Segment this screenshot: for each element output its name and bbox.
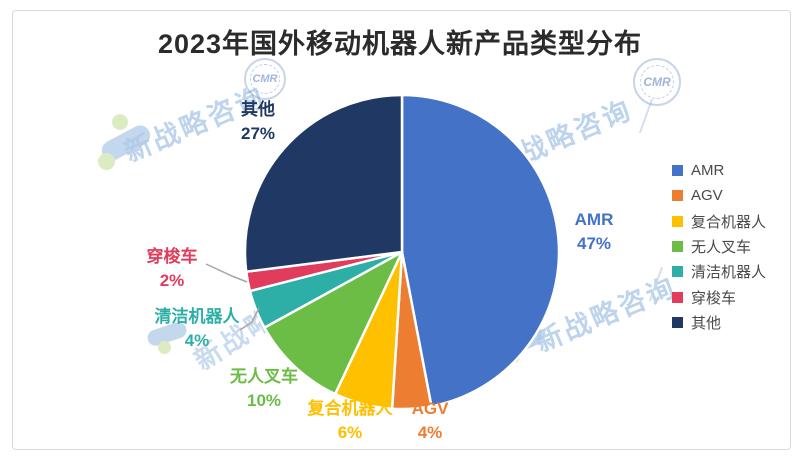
slice-label-value: 47% [576,234,612,253]
slice-label-amr: AMR 47% [556,208,632,256]
pie-slice-3 [263,250,404,396]
watermark-blob [158,341,171,354]
legend-label: 其他 [691,314,722,332]
slice-label-text: 清洁机器人 [154,307,240,326]
slice-label-value: 6% [337,423,363,442]
legend-swatch [672,165,683,177]
legend-label: 清洁机器人 [691,264,767,282]
pie-slices [243,93,561,411]
legend-item-agv: AGV [672,183,766,208]
slice-label-text: 无人叉车 [230,367,298,386]
pie-slice-6 [243,93,404,273]
legend-swatch [672,316,683,328]
slice-label-forklift: 无人叉车 10% [216,365,312,413]
stamp-text: CMR [643,74,671,89]
chart-title: 2023年国外移动机器人新产品类型分布 [157,29,643,59]
stamp-text: CMR [252,72,278,85]
legend-item-shuttle: 穿梭车 [672,284,766,309]
slice-label-other: 其他 27% [208,98,308,146]
pie-slice-0 [400,93,561,408]
slice-label-value: 4% [417,423,443,442]
slice-label-value: 27% [240,124,276,143]
legend-label: AMR [691,162,725,180]
slice-label-value: 2% [159,271,185,290]
legend-label: 复合机器人 [691,213,767,231]
slice-label-agv: AGV 4% [398,397,462,445]
brand-stamp-icon: CMR [633,58,681,106]
legend-label: 无人叉车 [691,239,752,257]
brand-stamp-icon: CMR [244,58,286,100]
slice-label-text: AMR [574,210,614,229]
legend-item-composite: 复合机器人 [672,209,766,234]
watermark-blob [112,114,128,130]
legend-swatch [672,190,683,202]
legend-item-other: 其他 [672,310,766,335]
leader-line-cleaning [239,307,260,331]
legend: AMR AGV 复合机器人 无人叉车 清洁机器人 穿梭车 其他 [672,158,766,335]
slice-label-text: AGV [411,399,449,418]
slice-label-shuttle: 穿梭车 2% [128,245,216,293]
legend-item-amr: AMR [672,158,766,183]
legend-swatch [672,241,683,253]
legend-label: AGV [691,187,723,205]
legend-swatch [672,215,683,227]
slice-label-text: 复合机器人 [307,399,393,418]
slice-label-value: 4% [184,331,210,350]
slice-label-cleaning: 清洁机器人 4% [148,305,246,353]
legend-swatch [672,266,683,278]
slice-label-text: 穿梭车 [146,247,198,266]
leader-line-shuttle [205,263,248,283]
slice-label-composite: 复合机器人 6% [293,397,407,445]
slice-label-value: 10% [246,391,282,410]
legend-swatch [672,291,683,303]
legend-label: 穿梭车 [691,289,737,307]
legend-item-forklift: 无人叉车 [672,234,766,259]
watermark-blob [98,153,115,170]
slice-label-text: 其他 [241,100,275,119]
legend-item-cleaning: 清洁机器人 [672,259,766,284]
